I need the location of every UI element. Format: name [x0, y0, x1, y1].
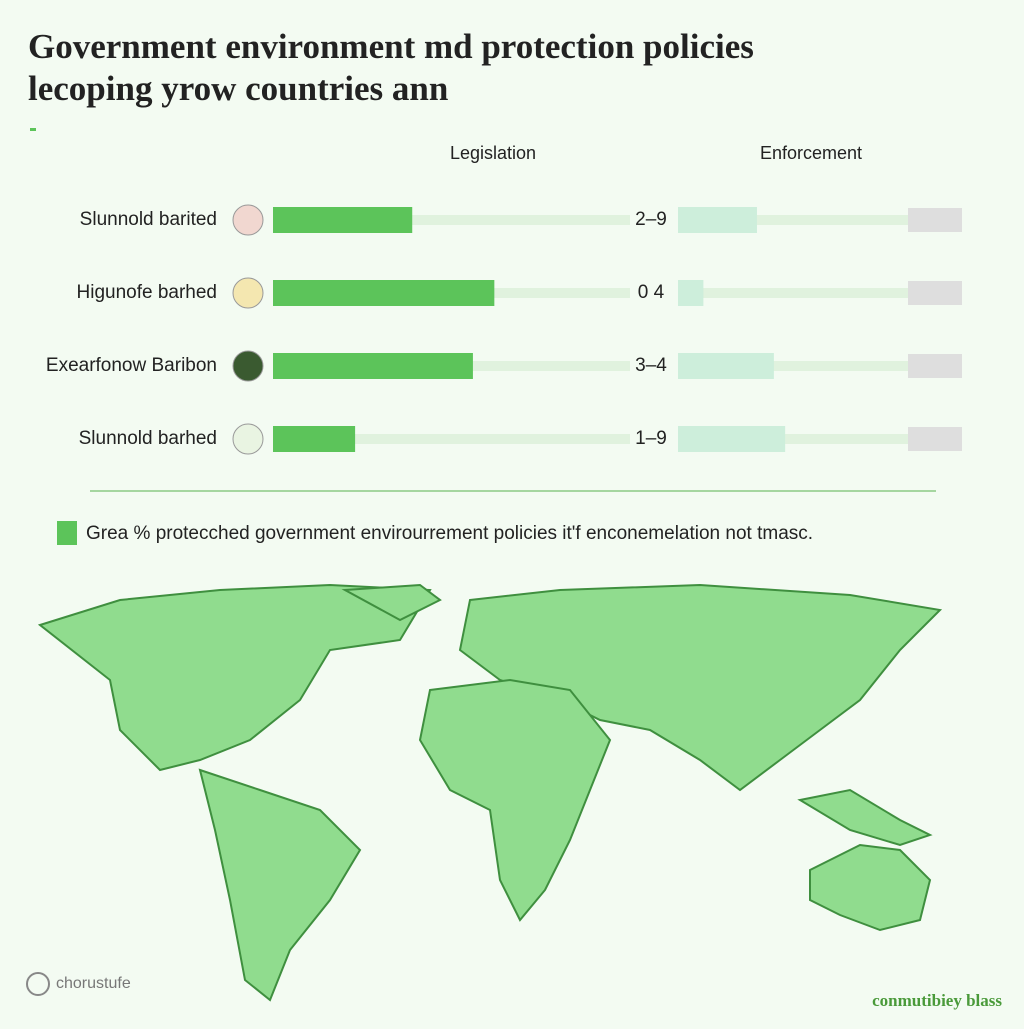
- bar: [273, 280, 495, 306]
- row-annotation: 0 4: [638, 282, 665, 303]
- logo: [26, 972, 50, 996]
- title-line: Government environment md protection pol…: [28, 27, 754, 66]
- bar: [678, 426, 786, 452]
- bar: [678, 207, 757, 233]
- column-header: Enforcement: [760, 143, 862, 163]
- bar-track: [678, 215, 960, 225]
- category-label: Exearfonow Baribon: [46, 355, 217, 376]
- bar: [678, 353, 774, 379]
- accent: [30, 128, 36, 131]
- bar: [273, 353, 473, 379]
- world-map: [37, 583, 943, 1002]
- track-end: [908, 281, 962, 305]
- bar-track: [273, 215, 630, 225]
- bar-track: [678, 434, 960, 444]
- row-annotation: 1–9: [635, 428, 667, 449]
- legend-swatch: [57, 521, 77, 545]
- row-annotation: 3–4: [635, 355, 667, 376]
- category-label: Slunnold barhed: [79, 428, 217, 449]
- row-annotation: 2–9: [635, 209, 667, 230]
- track-end: [908, 208, 962, 232]
- icon: [232, 350, 264, 382]
- icon: [232, 277, 264, 309]
- bar: [273, 426, 356, 452]
- column-header: Legislation: [450, 143, 536, 163]
- legend-text: Grea % protecched government envirourrem…: [86, 523, 813, 544]
- icon: [232, 423, 264, 455]
- bar-track: [678, 361, 960, 371]
- footer-right: conmutibiey blass: [872, 991, 1002, 1010]
- track-end: [908, 427, 962, 451]
- bar: [678, 280, 704, 306]
- category-label: Slunnold barited: [80, 209, 217, 230]
- title-line: lecoping yrow countries ann: [28, 69, 448, 108]
- bar: [273, 207, 413, 233]
- bar-track: [678, 288, 960, 298]
- track-end: [908, 354, 962, 378]
- icon: [232, 204, 264, 236]
- footer-left: chorustufe: [56, 975, 131, 992]
- category-label: Higunofe barhed: [77, 282, 218, 303]
- bar-track: [273, 434, 630, 444]
